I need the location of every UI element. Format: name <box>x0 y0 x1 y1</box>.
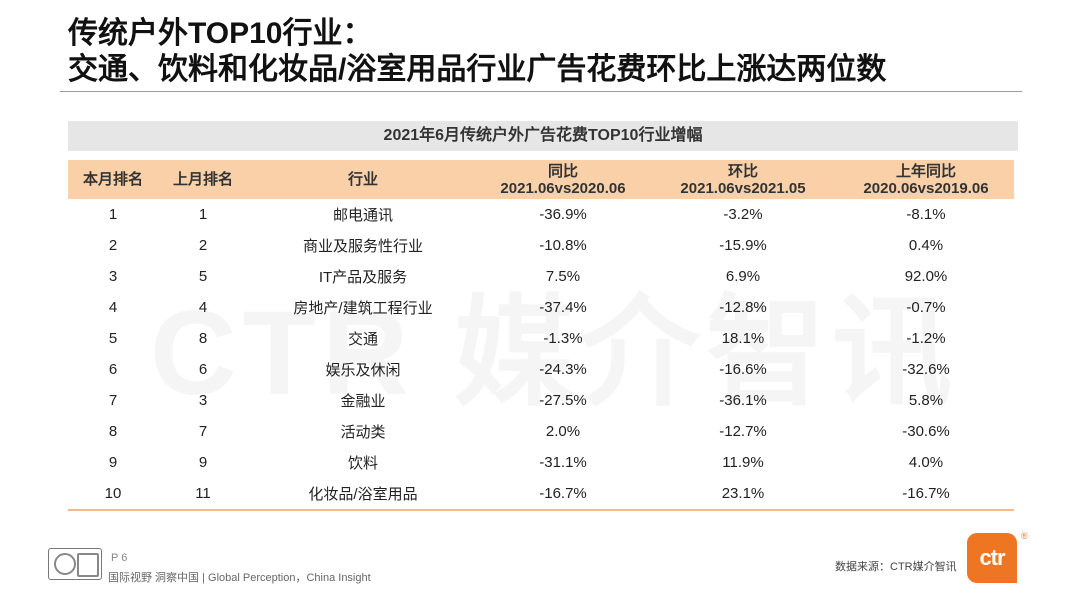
cell-prev-rank: 1 <box>198 206 208 223</box>
cert-circle-icon <box>54 553 76 575</box>
cell-industry: 活动类 <box>340 424 386 441</box>
data-table-container: 2021年6月传统户外广告花费TOP10行业增幅 本月排名 上月排名 行业 同比… <box>68 121 1018 511</box>
table-header-row: 本月排名 上月排名 行业 同比 2021.06vs2020.06 环比 2021.0… <box>68 160 1014 199</box>
table-row: 6 6 娱乐及休闲 -24.3% -16.6% -32.6% <box>68 354 1014 385</box>
cell-mom: 11.9% <box>722 454 764 471</box>
cell-mom: 23.1% <box>648 478 838 511</box>
cell-prev-yoy: -8.1% <box>906 206 946 223</box>
table-row: 4 4 房地产/建筑工程行业 -37.4% -12.8% -0.7% <box>68 292 1014 323</box>
cell-yoy: -16.7% <box>478 478 648 511</box>
cell-prev-rank: 9 <box>198 454 208 471</box>
title-line-2: 交通、饮料和化妆品/浴室用品行业广告花费环比上涨达两位数 <box>68 53 887 86</box>
cell-prev-yoy: -16.7% <box>838 478 1014 511</box>
cell-industry: 房地产/建筑工程行业 <box>293 300 433 317</box>
cell-prev-rank: 4 <box>198 299 208 316</box>
col-industry: 行业 <box>248 160 478 199</box>
cell-mom: 18.1% <box>721 330 765 347</box>
cell-yoy: 7.5% <box>545 268 581 285</box>
cell-rank: 7 <box>108 392 118 409</box>
cell-industry: 娱乐及休闲 <box>325 362 401 379</box>
cell-prev-rank: 5 <box>198 268 208 285</box>
cell-yoy: -31.1% <box>539 454 587 471</box>
page-title: 传统户外TOP10行业： 交通、饮料和化妆品/浴室用品行业广告花费环比上涨达两位… <box>68 16 886 88</box>
cell-mom: -3.2% <box>723 206 763 223</box>
cell-industry: 金融业 <box>340 393 386 410</box>
cell-yoy: -37.4% <box>539 299 587 316</box>
page-number: P 6 <box>111 552 128 564</box>
cell-mom: -16.6% <box>719 361 767 378</box>
table-row: 1 1 邮电通讯 -36.9% -3.2% -8.1% <box>68 199 1014 230</box>
cell-mom: -12.8% <box>719 299 767 316</box>
cell-industry: 交通 <box>347 331 378 348</box>
cell-industry: IT产品及服务 <box>318 269 408 286</box>
cell-prev-yoy: 4.0% <box>908 454 944 471</box>
cell-mom: -15.9% <box>719 237 767 254</box>
cell-yoy: -36.9% <box>539 206 587 223</box>
table-row: 9 9 饮料 -31.1% 11.9% 4.0% <box>68 447 1014 478</box>
cell-industry: 化妆品/浴室用品 <box>248 478 478 511</box>
table-row: 10 11 化妆品/浴室用品 -16.7% 23.1% -16.7% <box>68 478 1014 511</box>
table-caption: 2021年6月传统户外广告花费TOP10行业增幅 <box>68 121 1018 151</box>
data-source: 数据来源：CTR媒介智讯 <box>835 561 957 573</box>
table-row: 3 5 IT产品及服务 7.5% 6.9% 92.0% <box>68 261 1014 292</box>
table-row: 5 8 交通 -1.3% 18.1% -1.2% <box>68 323 1014 354</box>
cell-industry: 饮料 <box>347 455 378 472</box>
footer-slogan: 国际视野 洞察中国 | Global Perception，China Insi… <box>108 572 371 584</box>
registered-mark: ® <box>1021 531 1028 541</box>
col-rank-current: 本月排名 <box>68 160 158 199</box>
cell-mom: -36.1% <box>719 392 767 409</box>
data-table: 本月排名 上月排名 行业 同比 2021.06vs2020.06 环比 2021.0… <box>68 160 1014 511</box>
cell-prev-yoy: 92.0% <box>904 268 948 285</box>
cell-rank: 3 <box>108 268 118 285</box>
watermark: CTR 媒介智讯 <box>150 286 958 420</box>
col-prev-yoy: 上年同比 2020.06vs2019.06 <box>838 160 1014 199</box>
title-line-1: 传统户外TOP10行业： <box>68 17 373 50</box>
cell-rank: 4 <box>108 299 118 316</box>
cell-rank: 6 <box>108 361 118 378</box>
col-mom: 环比 2021.06vs2021.05 <box>648 160 838 199</box>
cell-yoy: 2.0% <box>545 423 581 440</box>
cell-mom: -12.7% <box>719 423 767 440</box>
table-row: 7 3 金融业 -27.5% -36.1% 5.8% <box>68 385 1014 416</box>
col-yoy: 同比 2021.06vs2020.06 <box>478 160 648 199</box>
cell-yoy: -24.3% <box>539 361 587 378</box>
cell-prev-rank: 2 <box>198 237 208 254</box>
cell-industry: 邮电通讯 <box>332 207 393 224</box>
title-divider <box>60 91 1022 92</box>
cell-yoy: -10.8% <box>539 237 587 254</box>
cert-badge-icon <box>77 553 99 577</box>
cell-rank: 1 <box>108 206 118 223</box>
table-row: 2 2 商业及服务性行业 -10.8% -15.9% 0.4% <box>68 230 1014 261</box>
certification-logo <box>48 548 102 580</box>
cell-prev-rank: 11 <box>158 478 248 511</box>
cell-mom: 6.9% <box>725 268 761 285</box>
cell-prev-rank: 6 <box>198 361 208 378</box>
cell-prev-rank: 7 <box>198 423 208 440</box>
cell-prev-rank: 8 <box>198 330 208 347</box>
cell-rank: 8 <box>108 423 118 440</box>
table-row: 8 7 活动类 2.0% -12.7% -30.6% <box>68 416 1014 447</box>
cell-prev-yoy: -0.7% <box>906 299 946 316</box>
cell-prev-rank: 3 <box>198 392 208 409</box>
cell-yoy: -27.5% <box>539 392 587 409</box>
cell-prev-yoy: 5.8% <box>908 392 944 409</box>
cell-rank: 2 <box>108 237 118 254</box>
cell-prev-yoy: -32.6% <box>902 361 950 378</box>
ctr-logo: ctr <box>967 533 1017 583</box>
cell-rank: 9 <box>108 454 118 471</box>
cell-industry: 商业及服务性行业 <box>302 238 423 255</box>
cell-rank: 10 <box>68 478 158 511</box>
cell-yoy: -1.3% <box>543 330 583 347</box>
cell-prev-yoy: -1.2% <box>906 330 946 347</box>
cell-prev-yoy: -30.6% <box>902 423 950 440</box>
cell-rank: 5 <box>108 330 118 347</box>
col-rank-previous: 上月排名 <box>158 160 248 199</box>
cell-prev-yoy: 0.4% <box>908 237 944 254</box>
